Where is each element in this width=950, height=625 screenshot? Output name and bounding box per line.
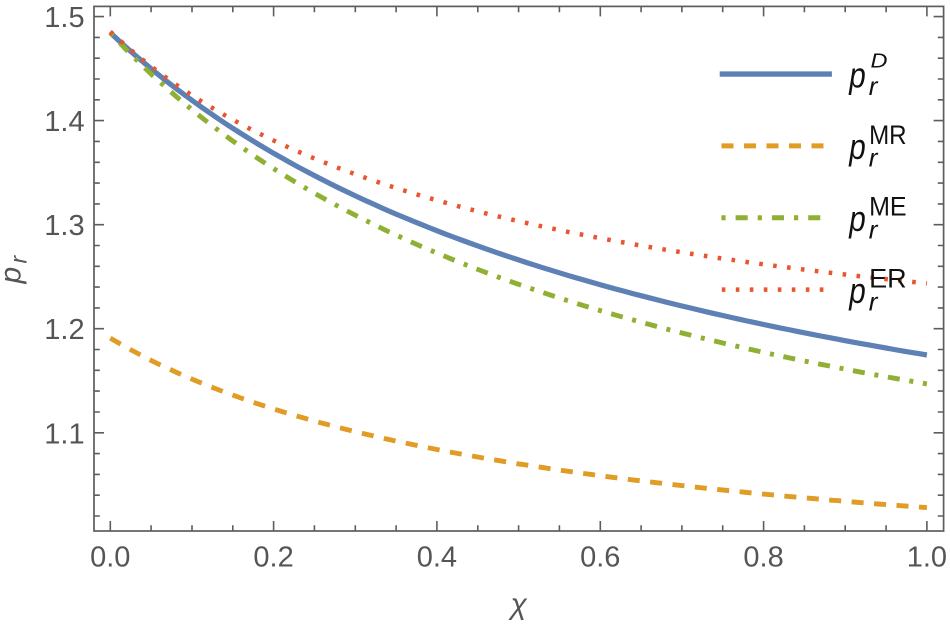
svg-text:p: p [848, 54, 865, 95]
svg-text:1.1: 1.1 [44, 418, 84, 450]
svg-text:1.5: 1.5 [44, 2, 84, 34]
svg-text:MR: MR [869, 120, 907, 150]
svg-text:r: r [5, 255, 31, 264]
svg-text:r: r [869, 215, 879, 245]
svg-text:1.0: 1.0 [907, 541, 947, 573]
svg-text:0.6: 0.6 [580, 541, 620, 573]
svg-text:ME: ME [869, 192, 907, 222]
svg-text:D: D [871, 51, 888, 73]
svg-text:0.8: 0.8 [743, 541, 783, 573]
svg-text:p: p [0, 267, 27, 285]
svg-text:0.4: 0.4 [417, 541, 457, 573]
svg-text:p: p [848, 126, 865, 167]
svg-text:ER: ER [869, 264, 907, 294]
svg-text:r: r [869, 71, 879, 101]
svg-text:0.0: 0.0 [90, 541, 130, 573]
svg-text:1.3: 1.3 [44, 210, 84, 242]
svg-text:1.2: 1.2 [44, 314, 84, 346]
svg-text:r: r [869, 286, 879, 316]
svg-text:p: p [848, 198, 865, 239]
svg-text:r: r [869, 143, 879, 173]
svg-text:χ: χ [508, 588, 528, 621]
svg-text:1.4: 1.4 [44, 106, 84, 138]
svg-text:p: p [848, 270, 865, 311]
svg-text:0.2: 0.2 [253, 541, 293, 573]
